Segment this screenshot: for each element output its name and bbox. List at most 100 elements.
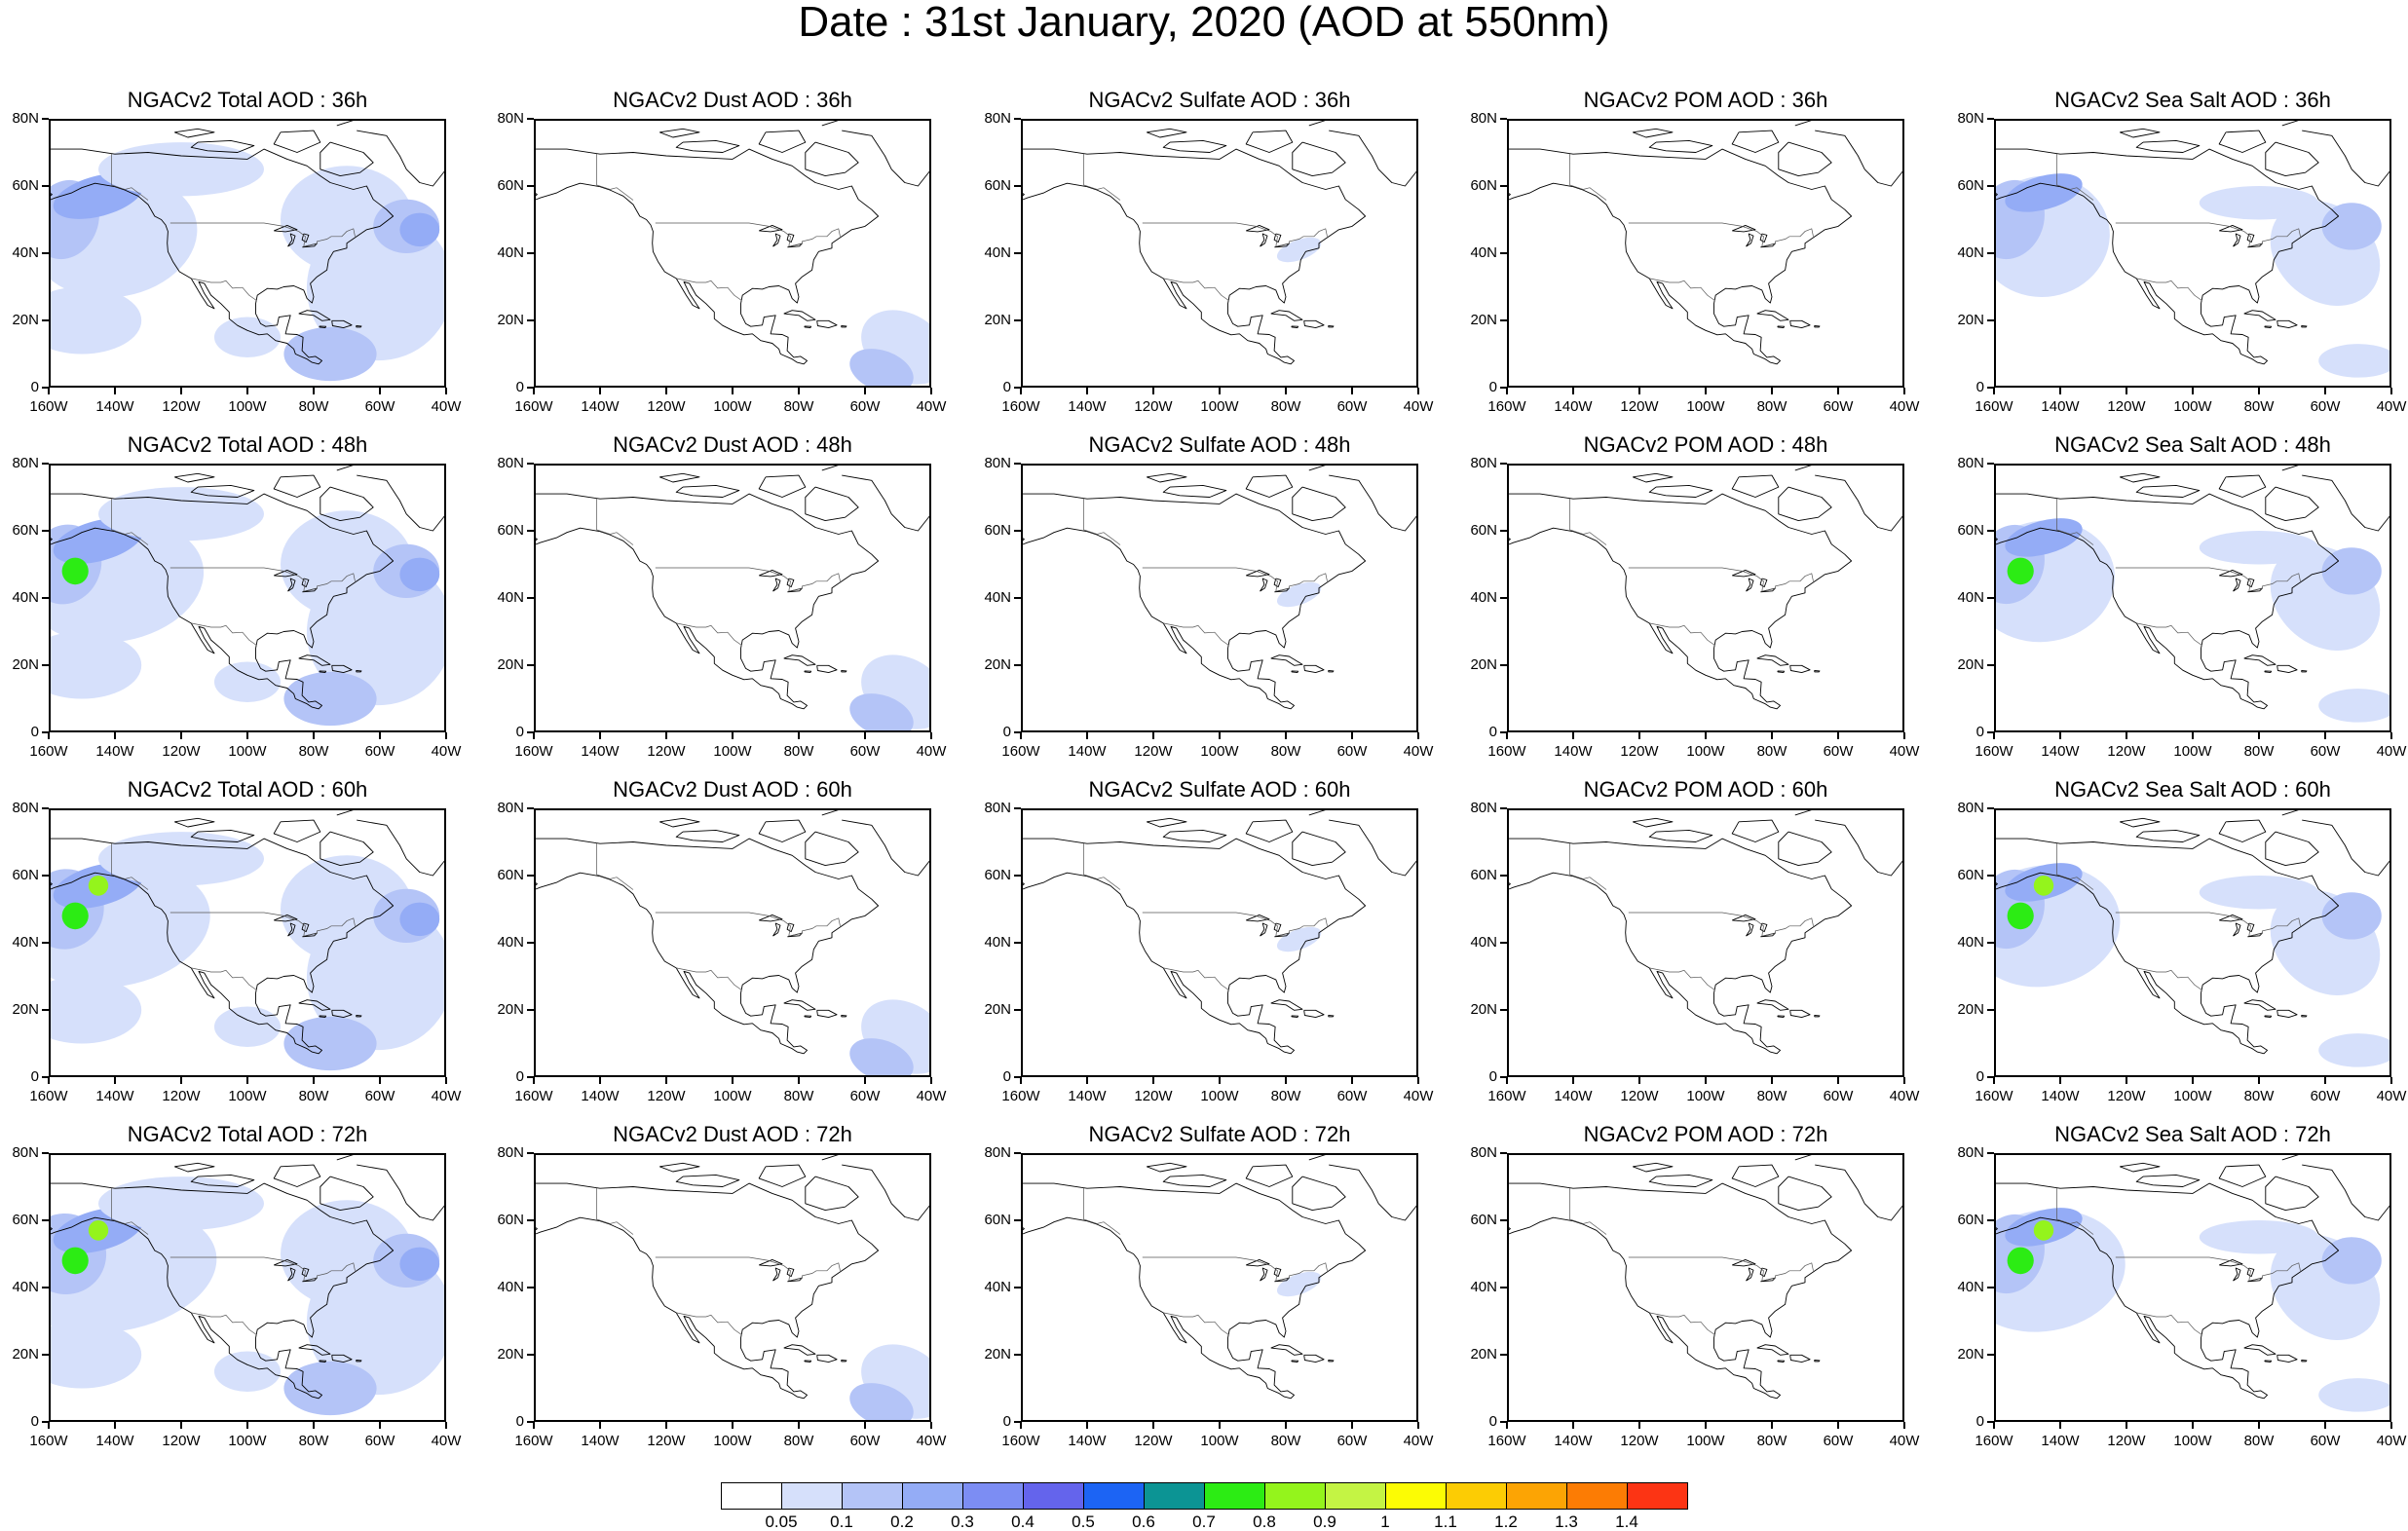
x-tick-label: 40W: [431, 1088, 462, 1104]
aod-plume: [2199, 1220, 2319, 1254]
island-outline: [174, 1162, 215, 1173]
island-outline: [2276, 664, 2298, 674]
x-tick: [1903, 388, 1905, 394]
y-tick-label: 40N: [1957, 1279, 1984, 1295]
greenland-coast: [1308, 121, 1416, 187]
colorbar-swatch: [1144, 1482, 1205, 1510]
y-tick-label: 20N: [984, 1346, 1011, 1363]
country-border: [1142, 1256, 1328, 1282]
colorbar-label: 0.7: [1192, 1512, 1216, 1531]
x-tick-label: 60W: [1823, 1088, 1854, 1104]
island-outline: [2120, 1162, 2161, 1173]
x-tick: [1903, 732, 1905, 739]
x-tick: [48, 388, 50, 394]
aod-plume: [214, 1006, 281, 1047]
greenland-coast: [1308, 810, 1416, 877]
y-tick: [42, 1076, 49, 1078]
y-tick: [42, 1219, 49, 1221]
lake-outline: [786, 922, 795, 933]
coastline: [51, 148, 395, 365]
island-outline: [2264, 1360, 2273, 1363]
y-tick-label: 60N: [12, 1212, 39, 1228]
x-tick-label: 60W: [849, 398, 881, 415]
y-tick: [1500, 807, 1507, 809]
x-tick: [665, 388, 667, 394]
x-tick: [2390, 1077, 2392, 1084]
x-tick: [445, 1077, 447, 1084]
x-tick: [2390, 388, 2392, 394]
map-plot-area: [1994, 1153, 2391, 1422]
island-outline: [320, 831, 374, 867]
island-outline: [1162, 484, 1227, 498]
island-outline: [319, 325, 327, 329]
x-tick: [379, 1422, 381, 1429]
y-tick-label: 80N: [984, 110, 1011, 127]
island-outline: [1245, 1164, 1294, 1187]
aod-plume: [2199, 531, 2319, 565]
colorbar-swatch: [962, 1482, 1024, 1510]
lake-outline: [2219, 1258, 2243, 1267]
y-tick: [42, 387, 49, 389]
x-tick: [1152, 1077, 1154, 1084]
aod-plume: [2007, 902, 2034, 930]
x-tick: [864, 1422, 866, 1429]
lake-outline: [772, 233, 781, 247]
map-plot-area: [1021, 808, 1418, 1077]
panel-title: NGACv2 Total AOD : 72h: [127, 1122, 368, 1146]
x-tick: [1086, 1422, 1088, 1429]
panel-title: NGACv2 Dust AOD : 48h: [613, 432, 852, 457]
country-border: [596, 498, 634, 545]
aod-plume: [1276, 926, 1322, 952]
island-outline: [1303, 664, 1325, 674]
y-tick: [1987, 185, 1994, 187]
colorbar-label: 0.4: [1011, 1512, 1035, 1531]
x-tick: [180, 388, 182, 394]
y-tick-label: 60N: [1470, 177, 1497, 194]
x-tick: [2324, 388, 2326, 394]
lake-outline: [1759, 578, 1768, 588]
y-tick-label: 40N: [1957, 934, 1984, 951]
aod-plume: [51, 286, 142, 355]
island-outline: [331, 319, 353, 329]
island-outline: [1814, 325, 1821, 328]
x-tick-label: 160W: [514, 1088, 553, 1104]
y-tick: [1987, 1219, 1994, 1221]
x-tick: [2126, 388, 2127, 394]
y-tick: [1500, 387, 1507, 389]
y-tick-label: 40N: [497, 934, 524, 951]
country-border: [1083, 842, 1121, 890]
country-border: [2056, 498, 2094, 545]
island-outline: [2135, 139, 2201, 153]
y-tick-label: 0: [1975, 1068, 1984, 1085]
x-tick-label: 60W: [1823, 1433, 1854, 1449]
x-tick: [599, 1077, 601, 1084]
x-tick: [1417, 1422, 1419, 1429]
x-tick-label: 140W: [581, 1088, 620, 1104]
x-tick-label: 160W: [1487, 398, 1526, 415]
y-tick-label: 20N: [12, 1346, 39, 1363]
y-tick-label: 60N: [1470, 867, 1497, 883]
map-plot-area: [1994, 119, 2391, 388]
y-tick: [1014, 1287, 1021, 1288]
y-tick-label: 80N: [497, 110, 524, 127]
x-tick-label: 40W: [916, 1433, 947, 1449]
country-border: [1569, 1187, 1607, 1235]
map-plot-area: [1507, 119, 1904, 388]
aod-plume: [283, 1361, 377, 1416]
island-outline: [1756, 654, 1789, 666]
island-outline: [273, 819, 321, 842]
country-border: [111, 1187, 149, 1235]
map-plot-area: [49, 119, 446, 388]
y-tick: [1987, 1152, 1994, 1154]
colorbar-swatch: [1446, 1482, 1507, 1510]
map-plot-area: [534, 1153, 931, 1422]
country-border: [169, 567, 356, 592]
x-tick-label: 160W: [1001, 743, 1040, 760]
country-border: [1083, 153, 1121, 201]
x-tick: [379, 732, 381, 739]
island-outline: [1633, 472, 1674, 483]
y-tick-label: 60N: [984, 522, 1011, 539]
colorbar-label: 0.2: [890, 1512, 914, 1531]
x-tick-label: 140W: [95, 1433, 134, 1449]
y-tick-label: 40N: [984, 1279, 1011, 1295]
